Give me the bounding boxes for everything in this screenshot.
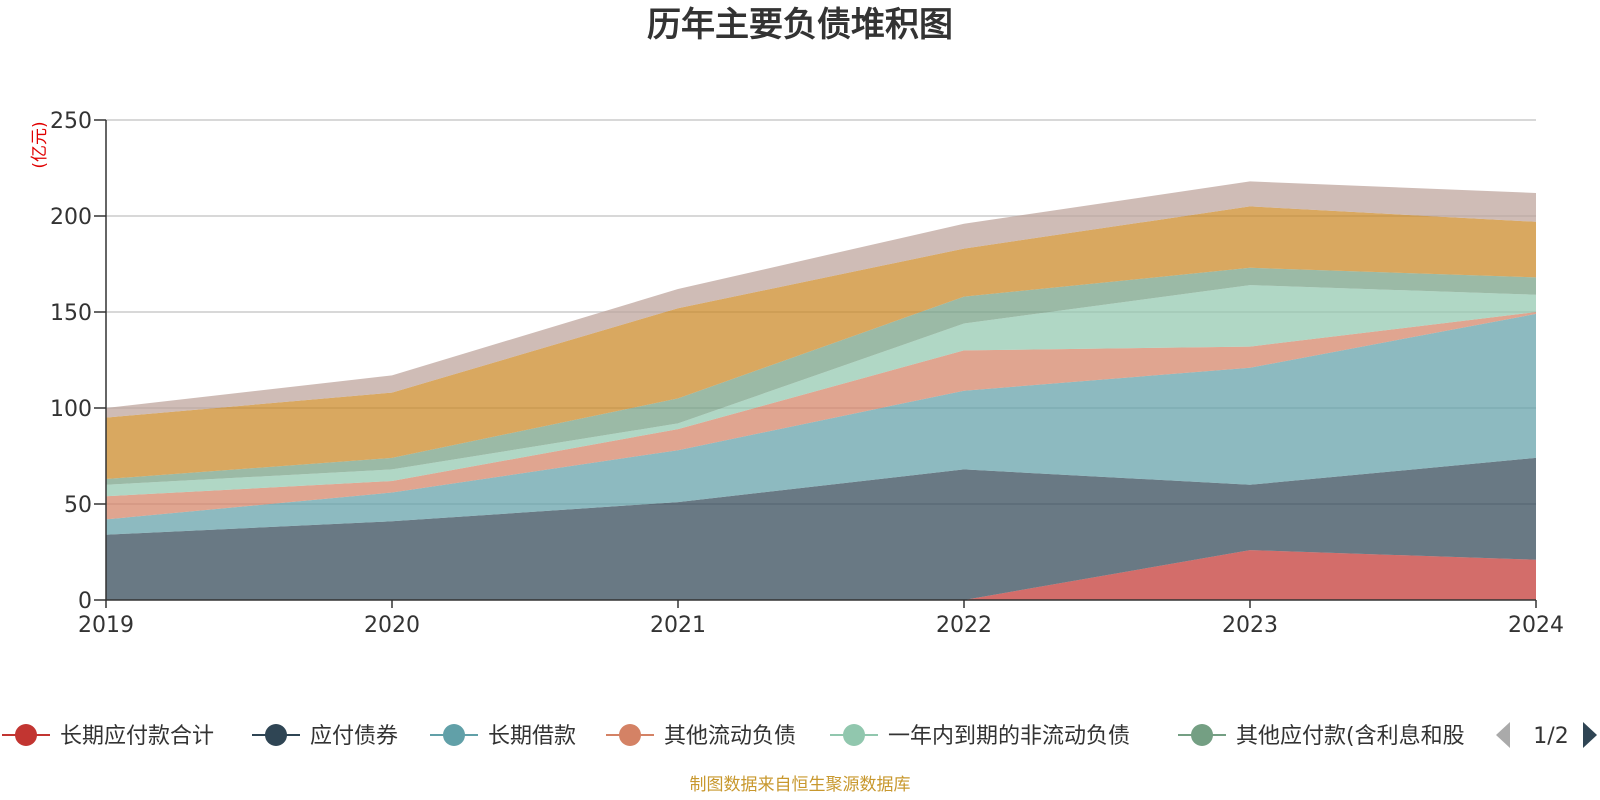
chart-title: 历年主要负债堆积图: [647, 5, 953, 45]
legend-item[interactable]: 一年内到期的非流动负债: [830, 724, 1130, 749]
legend-item[interactable]: 长期借款: [430, 724, 576, 749]
x-tick-label: 2024: [1508, 613, 1564, 638]
x-tick-label: 2020: [364, 613, 420, 638]
legend-label: 其他流动负债: [664, 724, 796, 749]
legend-next-page-icon[interactable]: [1583, 722, 1597, 748]
area-series-7: [106, 206, 1536, 479]
area-layer: [106, 181, 1536, 600]
area-series-8: [106, 181, 1536, 418]
legend-dot-marker: [265, 724, 287, 746]
x-tick-label: 2023: [1222, 613, 1278, 638]
y-tick-label: 50: [64, 493, 92, 518]
source-note: 制图数据来自恒生聚源数据库: [690, 775, 911, 795]
y-tick-label: 250: [50, 109, 92, 134]
legend-page-indicator: 1/2: [1533, 724, 1568, 749]
legend-label: 应付债券: [310, 724, 398, 749]
y-tick-label: 200: [50, 205, 92, 230]
axis-layer: 0 50 100 150 200 250 2019 2020 2021 2022 2023 2024: [50, 109, 1564, 638]
legend-prev-page-icon[interactable]: [1496, 722, 1510, 748]
area-series-2: [106, 457, 1536, 600]
legend-item[interactable]: 其他流动负债: [606, 724, 796, 749]
legend-item[interactable]: 长期应付款合计: [2, 724, 214, 749]
legend-dot-marker: [15, 724, 37, 746]
legend-label: 一年内到期的非流动负债: [888, 724, 1130, 749]
legend-dot-marker: [843, 724, 865, 746]
area-series-6: [106, 267, 1536, 485]
legend-dot-marker: [619, 724, 641, 746]
legend-label: 长期借款: [488, 724, 576, 749]
y-tick-label: 0: [78, 589, 92, 614]
area-series-3: [106, 313, 1536, 535]
y-tick-label: 150: [50, 301, 92, 326]
x-tick-label: 2021: [650, 613, 706, 638]
legend-dot-marker: [443, 724, 465, 746]
legend: 长期应付款合计 应付债券 长期借款 其他流动负债 一年内到期的非流动负债 其他应付款(含利…: [2, 722, 1597, 749]
area-series-4: [106, 312, 1536, 520]
x-tick-label: 2019: [78, 613, 134, 638]
area-series-1: [106, 550, 1536, 600]
y-tick-label: 100: [50, 397, 92, 422]
y-axis-unit-label: (亿元): [30, 121, 50, 168]
legend-item[interactable]: 其他应付款(含利息和股: [1178, 724, 1465, 749]
legend-item[interactable]: 应付债券: [252, 724, 398, 749]
legend-label: 长期应付款合计: [60, 724, 214, 749]
area-series-5: [106, 285, 1536, 497]
x-tick-label: 2022: [936, 613, 992, 638]
legend-dot-marker: [1191, 724, 1213, 746]
legend-label: 其他应付款(含利息和股: [1236, 724, 1465, 749]
